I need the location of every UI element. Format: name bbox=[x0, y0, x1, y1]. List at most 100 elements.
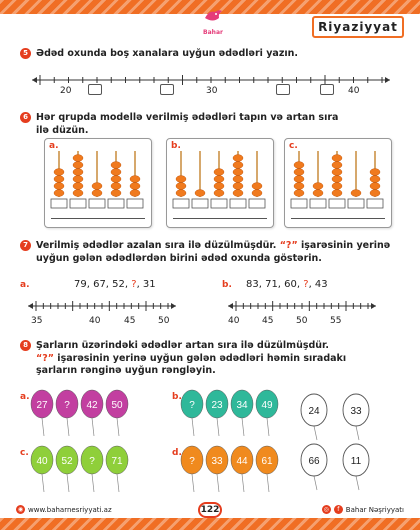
abacus-bead bbox=[331, 175, 343, 183]
abacus-card-b: b. bbox=[166, 138, 274, 228]
website-link[interactable]: www.baharnesriyyati.az bbox=[28, 505, 112, 514]
arrow-head bbox=[385, 77, 390, 83]
question-mark: ? bbox=[131, 279, 137, 290]
abacus-bead bbox=[293, 182, 305, 190]
answer-box[interactable] bbox=[248, 198, 266, 209]
balloon-number: 52 bbox=[61, 456, 73, 467]
task-8-text-line-2: işarəsinin yerinə uyğun gələn ədədləri h… bbox=[54, 352, 347, 364]
task-number-badge: 8 bbox=[20, 340, 31, 351]
blank-balloon[interactable] bbox=[342, 393, 370, 427]
blank-balloon[interactable] bbox=[300, 443, 328, 477]
abacus-bead bbox=[213, 182, 225, 190]
abacus-model bbox=[50, 151, 144, 209]
number-line-label: 20 bbox=[60, 86, 72, 96]
blank-balloon[interactable] bbox=[342, 443, 370, 477]
abacus-bead bbox=[53, 182, 65, 190]
balloon-string bbox=[66, 473, 70, 493]
abacus-bead bbox=[331, 189, 343, 197]
number-line-label: 50 bbox=[158, 316, 170, 326]
abacus-bead bbox=[175, 182, 187, 190]
abacus-bead bbox=[232, 182, 244, 190]
balloon bbox=[55, 445, 79, 475]
sequence-values: 83, 71, 60, bbox=[246, 279, 304, 290]
abacus-bead bbox=[350, 189, 362, 197]
subject-tab: Riyaziyyat bbox=[312, 16, 404, 38]
blank-balloon[interactable] bbox=[300, 393, 328, 427]
balloon-number: 40 bbox=[36, 456, 48, 467]
balloon bbox=[255, 445, 279, 475]
answer-line[interactable] bbox=[51, 218, 145, 219]
number-line-label: 50 bbox=[296, 316, 308, 326]
abacus-bead bbox=[293, 175, 305, 183]
balloon-string bbox=[41, 417, 45, 437]
answer-box[interactable] bbox=[126, 198, 144, 209]
abacus-bead bbox=[194, 189, 206, 197]
abacus-bead bbox=[110, 161, 122, 169]
facebook-icon: f bbox=[333, 505, 343, 514]
arrow-head bbox=[171, 303, 176, 309]
part-letter: b. bbox=[172, 392, 182, 402]
abacus-bead bbox=[72, 154, 84, 162]
answer-box[interactable] bbox=[160, 84, 174, 95]
answer-box[interactable] bbox=[88, 198, 106, 209]
balloon-number: 27 bbox=[36, 400, 48, 411]
answer-box[interactable] bbox=[309, 198, 327, 209]
uncolored-balloons[interactable]: 24 33 66 11 bbox=[296, 390, 386, 494]
answer-box[interactable] bbox=[320, 84, 334, 95]
balloon-number: 49 bbox=[261, 400, 273, 411]
balloon bbox=[230, 445, 254, 475]
task-number-badge: 6 bbox=[20, 112, 31, 123]
task-7-text-post: işarəsinin yerinə bbox=[297, 240, 391, 251]
answer-box[interactable] bbox=[88, 84, 102, 95]
answer-box[interactable] bbox=[229, 198, 247, 209]
task-6-text-line-1: Hər qrupda modellə verilmiş ədədləri tap… bbox=[36, 112, 339, 123]
abacus-bead bbox=[369, 168, 381, 176]
abacus-bead bbox=[175, 175, 187, 183]
number-line-label: 45 bbox=[262, 316, 274, 326]
balloon-string bbox=[191, 417, 195, 437]
abacus-bead bbox=[175, 189, 187, 197]
balloon bbox=[205, 445, 229, 475]
abacus-bead bbox=[110, 168, 122, 176]
abacus-bead bbox=[213, 168, 225, 176]
answer-box[interactable] bbox=[69, 198, 87, 209]
sequence-tail: , 43 bbox=[308, 279, 328, 290]
task-7-text-pre: Verilmiş ədədlər azalan sıra ilə düzülmü… bbox=[36, 240, 280, 251]
answer-box[interactable] bbox=[191, 198, 209, 209]
answer-box[interactable] bbox=[172, 198, 190, 209]
abacus-bead bbox=[53, 189, 65, 197]
answer-box[interactable] bbox=[290, 198, 308, 209]
answer-line[interactable] bbox=[291, 218, 385, 219]
sequence-a: 79, 67, 52, ?, 31 bbox=[74, 279, 156, 290]
question-mark: ? bbox=[303, 279, 309, 290]
answer-box[interactable] bbox=[107, 198, 125, 209]
balloon-number: ? bbox=[89, 456, 95, 467]
balloon-string bbox=[116, 473, 120, 493]
balloon bbox=[55, 389, 79, 419]
abacus-bead bbox=[72, 189, 84, 197]
task-number-badge: 5 bbox=[20, 48, 31, 59]
balloon-number: 71 bbox=[111, 456, 123, 467]
balloon-number: 34 bbox=[236, 400, 248, 411]
balloon-number: 66 bbox=[308, 456, 320, 467]
answer-box[interactable] bbox=[276, 84, 290, 95]
answer-line[interactable] bbox=[173, 218, 267, 219]
sequence-values: 79, 67, 52, bbox=[74, 279, 132, 290]
card-letter: b. bbox=[171, 141, 181, 151]
number-line-label: 35 bbox=[31, 316, 43, 326]
footer-website[interactable]: ◉ www.baharnesriyyati.az bbox=[16, 505, 112, 514]
balloon-number: 50 bbox=[111, 400, 123, 411]
abacus-bead bbox=[53, 175, 65, 183]
answer-box[interactable] bbox=[50, 198, 68, 209]
abacus-card-a: a. bbox=[44, 138, 152, 228]
balloon-string bbox=[266, 473, 270, 493]
answer-box[interactable] bbox=[328, 198, 346, 209]
footer-publisher: ◎ f Bahar Nəşriyyatı bbox=[321, 505, 404, 514]
answer-box[interactable] bbox=[347, 198, 365, 209]
balloon bbox=[80, 389, 104, 419]
answer-box[interactable] bbox=[366, 198, 384, 209]
balloon-string bbox=[216, 417, 220, 437]
answer-box[interactable] bbox=[210, 198, 228, 209]
abacus-model bbox=[172, 151, 266, 209]
abacus-bead bbox=[293, 189, 305, 197]
